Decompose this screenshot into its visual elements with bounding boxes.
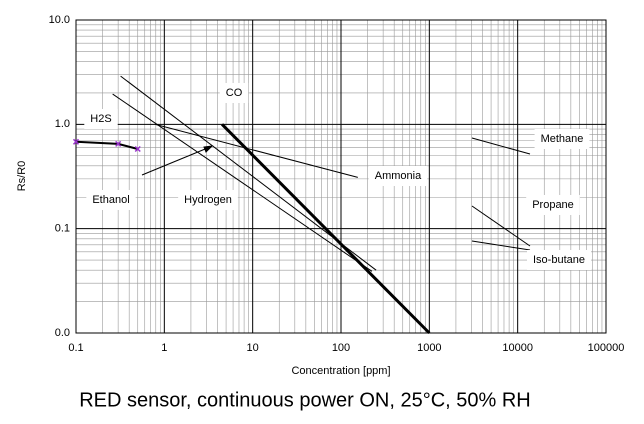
annotation: Hydrogen — [184, 194, 232, 206]
marker — [115, 140, 122, 147]
annotations: CO H2S Ammonia Ethanol Hydrogen Methane Propan… — [84, 83, 591, 270]
annotation-box — [84, 109, 118, 129]
annotation-box — [527, 250, 591, 270]
annotation-box — [526, 195, 580, 215]
pointer — [471, 240, 531, 251]
annotation-box — [219, 83, 249, 103]
y-axis-label: Rs/R0 — [16, 161, 28, 192]
x-tick-label: 100000 — [588, 342, 625, 354]
y-tick-label: 0.1 — [55, 223, 70, 235]
annotation: CO — [226, 87, 243, 99]
pointer — [141, 146, 211, 176]
x-tick-label: 1 — [161, 342, 167, 354]
annotation: Ethanol — [92, 194, 129, 206]
annotation-box — [534, 129, 590, 149]
series-line — [155, 123, 358, 178]
y-tick-label: 10.0 — [49, 14, 70, 26]
grid: 0.1 1 10 100 1000 10000 100000 0.0 0.1 1.0 10.0 — [49, 14, 625, 354]
annotation: Methane — [541, 133, 584, 145]
series-line — [120, 75, 377, 271]
y-tick-label: 1.0 — [55, 118, 70, 130]
marker — [134, 145, 141, 153]
x-tick-label: 1000 — [417, 342, 441, 354]
marker — [72, 138, 80, 145]
annotation-box — [86, 190, 136, 210]
pointer — [471, 205, 531, 247]
caption: RED sensor, continuous power ON, 25°C, 5… — [79, 389, 531, 411]
arrowhead — [203, 145, 214, 153]
x-tick-label: 100 — [332, 342, 350, 354]
marks — [72, 75, 431, 335]
x-tick-label: 10000 — [502, 342, 533, 354]
annotation-box — [178, 190, 238, 210]
annotation: Ammonia — [375, 170, 422, 182]
annotation-box — [368, 166, 428, 186]
x-axis-label: Concentration [ppm] — [291, 365, 390, 377]
annotation: Propane — [532, 199, 574, 211]
annotation: Iso-butane — [533, 254, 585, 266]
y-tick-label: 0.0 — [55, 327, 70, 339]
x-tick-label: 0.1 — [68, 342, 83, 354]
x-tick-label: 10 — [247, 342, 259, 354]
series-line — [112, 93, 373, 272]
pointer — [471, 137, 531, 155]
series-line — [220, 123, 431, 335]
annotation: H2S — [90, 113, 111, 125]
pointers — [141, 137, 531, 251]
